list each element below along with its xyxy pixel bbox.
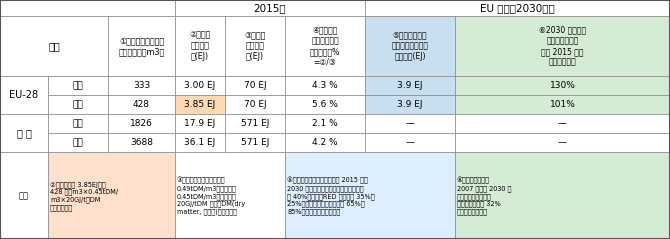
- Bar: [225, 114, 285, 133]
- Bar: [285, 95, 365, 114]
- Bar: [48, 152, 175, 239]
- Text: ③の注釈：推計の基礎は、
0.49tDM/m3（世界）、
0.45tDM/m3（欧州）、
20GJ/tDM 換算、DM(dry
matter, 乾燥物)に基づく: ③の注釈：推計の基礎は、 0.49tDM/m3（世界）、 0.45tDM/m3（…: [177, 177, 245, 215]
- Bar: [175, 0, 365, 16]
- Bar: [365, 133, 455, 152]
- Bar: [175, 152, 285, 239]
- Bar: [175, 133, 225, 152]
- Bar: [455, 114, 670, 133]
- Bar: [175, 95, 225, 114]
- Bar: [225, 133, 285, 152]
- Bar: [0, 16, 108, 76]
- Bar: [225, 95, 285, 114]
- Bar: [285, 76, 365, 95]
- Bar: [0, 114, 48, 152]
- Text: ⑤の注釈：森林バイオエネは 2015 年～
2030 年の欧州の最終再生可能エネ増加
の 40%を供給、RED 義務量の 35%は
25%効率で電力利用、残余の: ⑤の注釈：森林バイオエネは 2015 年～ 2030 年の欧州の最終再生可能エネ…: [287, 177, 375, 215]
- Text: ①木材生産（丸太）
生産量（百万m3）: ①木材生産（丸太） 生産量（百万m3）: [119, 36, 165, 56]
- Text: 5.6 %: 5.6 %: [312, 100, 338, 109]
- Bar: [225, 16, 285, 76]
- Bar: [365, 0, 670, 16]
- Bar: [108, 76, 175, 95]
- Bar: [455, 95, 670, 114]
- Text: ⑤新指令に基づ
く森林バイオの一
次エネ量(EJ): ⑤新指令に基づ く森林バイオの一 次エネ量(EJ): [391, 31, 429, 61]
- Text: ②の欧州総計 3.85EJは、
428 百万m3×0.45tDM/
m3×20GJ/t・DM
の計算結果。: ②の欧州総計 3.85EJは、 428 百万m3×0.45tDM/ m3×20G…: [50, 181, 118, 211]
- Bar: [455, 16, 670, 76]
- Bar: [175, 76, 225, 95]
- Text: 3688: 3688: [130, 138, 153, 147]
- Text: 70 EJ: 70 EJ: [244, 100, 266, 109]
- Bar: [285, 152, 455, 239]
- Text: —: —: [405, 138, 415, 147]
- Text: 2015年: 2015年: [254, 3, 286, 13]
- Text: 産業: 産業: [72, 119, 83, 128]
- Bar: [365, 114, 455, 133]
- Bar: [108, 114, 175, 133]
- Bar: [0, 76, 48, 114]
- Text: ⑥の注釈：欧州は
2007 年から 2030 年
までに欧州エネ効率
のもとで再エネ 32%
目標達成を仮定。: ⑥の注釈：欧州は 2007 年から 2030 年 までに欧州エネ効率 のもとで再…: [457, 177, 511, 215]
- Text: ③一次エ
ネ総消費
量(EJ): ③一次エ ネ総消費 量(EJ): [245, 31, 266, 61]
- Text: 3.85 EJ: 3.85 EJ: [184, 100, 216, 109]
- Bar: [108, 133, 175, 152]
- Text: 101%: 101%: [549, 100, 576, 109]
- Text: —: —: [558, 138, 567, 147]
- Text: 2.1 %: 2.1 %: [312, 119, 338, 128]
- Bar: [455, 152, 670, 239]
- Bar: [365, 76, 455, 95]
- Text: 1826: 1826: [130, 119, 153, 128]
- Bar: [365, 95, 455, 114]
- Bar: [175, 16, 225, 76]
- Text: 130%: 130%: [549, 81, 576, 90]
- Bar: [48, 133, 108, 152]
- Bar: [48, 114, 108, 133]
- Bar: [455, 76, 670, 95]
- Bar: [455, 133, 670, 152]
- Text: 注釈: 注釈: [19, 191, 29, 201]
- Text: 3.00 EJ: 3.00 EJ: [184, 81, 216, 90]
- Bar: [48, 95, 108, 114]
- Text: —: —: [558, 119, 567, 128]
- Text: ②伐採の
エネ含有
量(EJ): ②伐採の エネ含有 量(EJ): [190, 31, 210, 61]
- Text: 333: 333: [133, 81, 150, 90]
- Bar: [225, 76, 285, 95]
- Text: 産業: 産業: [72, 81, 83, 90]
- Text: 36.1 EJ: 36.1 EJ: [184, 138, 216, 147]
- Text: 428: 428: [133, 100, 150, 109]
- Bar: [285, 114, 365, 133]
- Bar: [285, 133, 365, 152]
- Text: 総計: 総計: [72, 100, 83, 109]
- Text: EU 指令（2030年）: EU 指令（2030年）: [480, 3, 555, 13]
- Bar: [108, 16, 175, 76]
- Text: 総計: 総計: [72, 138, 83, 147]
- Text: 17.9 EJ: 17.9 EJ: [184, 119, 216, 128]
- Bar: [285, 16, 365, 76]
- Text: ④丸太伐採
量で供給され
た一次エネ%
=②/③: ④丸太伐採 量で供給され た一次エネ% =②/③: [310, 25, 340, 67]
- Text: 571 EJ: 571 EJ: [241, 138, 269, 147]
- Bar: [0, 0, 175, 16]
- Text: 70 EJ: 70 EJ: [244, 81, 266, 90]
- Bar: [365, 16, 455, 76]
- Text: 4.3 %: 4.3 %: [312, 81, 338, 90]
- Text: 世 界: 世 界: [17, 128, 31, 138]
- Text: ⑥2030 年の森林
バイオエネのた
めの 2015 年比
の追加伐採量: ⑥2030 年の森林 バイオエネのた めの 2015 年比 の追加伐採量: [539, 25, 586, 67]
- Bar: [0, 152, 48, 239]
- Text: 4.2 %: 4.2 %: [312, 138, 338, 147]
- Text: 3.9 EJ: 3.9 EJ: [397, 81, 423, 90]
- Bar: [108, 95, 175, 114]
- Text: 571 EJ: 571 EJ: [241, 119, 269, 128]
- Text: EU-28: EU-28: [9, 90, 39, 100]
- Text: 3.9 EJ: 3.9 EJ: [397, 100, 423, 109]
- Bar: [48, 76, 108, 95]
- Text: 地域: 地域: [48, 41, 60, 51]
- Bar: [175, 114, 225, 133]
- Text: —: —: [405, 119, 415, 128]
